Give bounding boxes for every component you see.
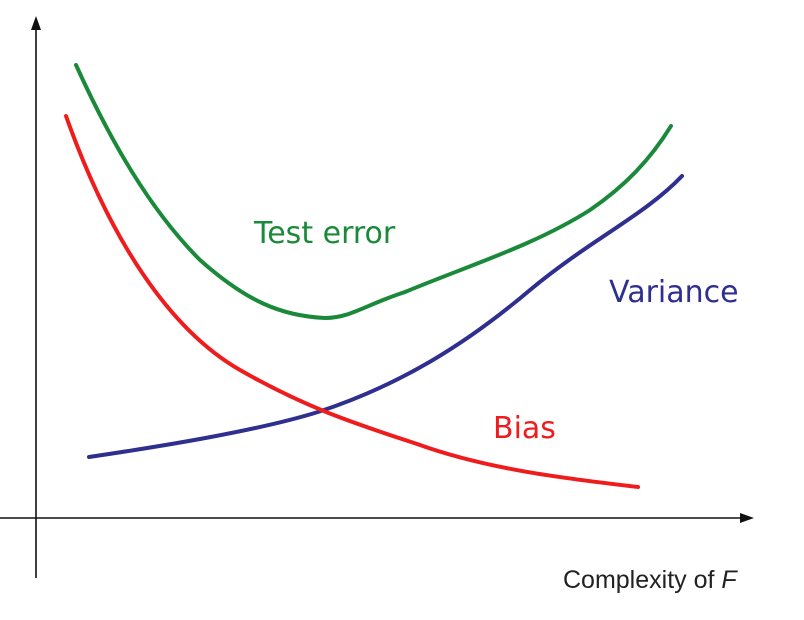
x-axis-arrow [740,513,754,523]
y-axis-arrow [31,16,41,30]
variance-label: Variance [609,275,739,310]
axes [0,16,754,578]
bias-curve [64,114,640,489]
x-axis-label: Complexity of F [563,566,738,594]
bias-label: Bias [493,411,556,446]
test-error-label: Test error [253,216,396,251]
variance-curve [87,174,684,459]
x-axis-label-text: Complexity of [563,566,721,594]
test-error-curve [74,63,673,320]
x-axis-label-variable: F [721,566,738,594]
